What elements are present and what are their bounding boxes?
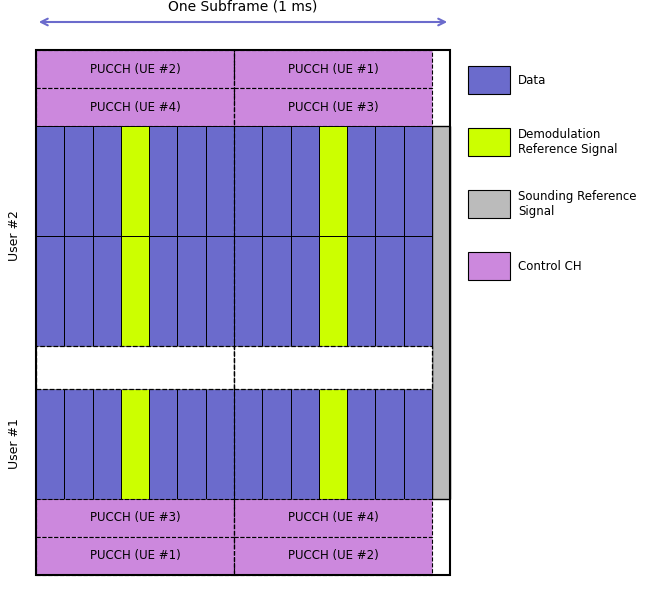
Bar [468, 252, 510, 280]
Bar [178, 236, 206, 346]
Bar [36, 499, 234, 537]
Bar [432, 126, 450, 499]
Bar [234, 346, 432, 389]
Text: PUCCH (UE #1): PUCCH (UE #1) [89, 550, 180, 563]
Bar [206, 126, 234, 236]
Bar [149, 126, 178, 236]
Bar [36, 537, 234, 575]
Bar [149, 389, 178, 499]
Text: One Subframe (1 ms): One Subframe (1 ms) [168, 0, 318, 14]
Bar [36, 389, 64, 499]
Bar [121, 126, 149, 236]
Bar [263, 389, 291, 499]
Bar [263, 126, 291, 236]
Text: PUCCH (UE #3): PUCCH (UE #3) [89, 511, 180, 524]
Bar [468, 190, 510, 218]
Text: Demodulation
Reference Signal: Demodulation Reference Signal [518, 128, 617, 156]
Bar [376, 389, 404, 499]
Bar [234, 50, 432, 88]
Bar [234, 537, 432, 575]
Bar [263, 236, 291, 346]
Bar [234, 389, 263, 499]
Bar [36, 88, 234, 126]
Bar [404, 236, 432, 346]
Bar [291, 389, 319, 499]
Bar [93, 236, 121, 346]
Bar [149, 236, 178, 346]
Bar [64, 126, 93, 236]
Bar [93, 126, 121, 236]
Bar [404, 126, 432, 236]
Bar [36, 346, 234, 389]
Bar [291, 126, 319, 236]
Text: PUCCH (UE #4): PUCCH (UE #4) [288, 511, 378, 524]
Bar [36, 126, 64, 236]
Text: PUCCH (UE #1): PUCCH (UE #1) [288, 63, 378, 76]
Bar [376, 236, 404, 346]
Bar [347, 389, 376, 499]
Text: Sounding Reference
Signal: Sounding Reference Signal [518, 190, 636, 218]
Bar [291, 236, 319, 346]
Bar [347, 126, 376, 236]
Bar [121, 389, 149, 499]
Bar [468, 66, 510, 94]
Bar [376, 126, 404, 236]
Bar [178, 389, 206, 499]
Bar [36, 50, 234, 88]
Text: User #2: User #2 [7, 210, 20, 262]
Bar [234, 126, 263, 236]
Text: Control CH: Control CH [518, 259, 582, 272]
Bar [64, 389, 93, 499]
Bar [36, 50, 450, 575]
Bar [93, 389, 121, 499]
Bar [206, 236, 234, 346]
Bar [206, 389, 234, 499]
Bar [36, 236, 64, 346]
Text: PUCCH (UE #3): PUCCH (UE #3) [288, 101, 378, 113]
Bar [234, 499, 432, 537]
Bar [347, 236, 376, 346]
Bar [319, 389, 347, 499]
Text: Data: Data [518, 73, 546, 86]
Text: PUCCH (UE #4): PUCCH (UE #4) [89, 101, 180, 113]
Bar [468, 128, 510, 156]
Text: User #1: User #1 [7, 418, 20, 470]
Bar [234, 88, 432, 126]
Bar [64, 236, 93, 346]
Bar [121, 236, 149, 346]
Bar [178, 126, 206, 236]
Bar [404, 389, 432, 499]
Text: PUCCH (UE #2): PUCCH (UE #2) [89, 63, 180, 76]
Bar [319, 126, 347, 236]
Bar [319, 236, 347, 346]
Text: PUCCH (UE #2): PUCCH (UE #2) [288, 550, 378, 563]
Bar [234, 236, 263, 346]
